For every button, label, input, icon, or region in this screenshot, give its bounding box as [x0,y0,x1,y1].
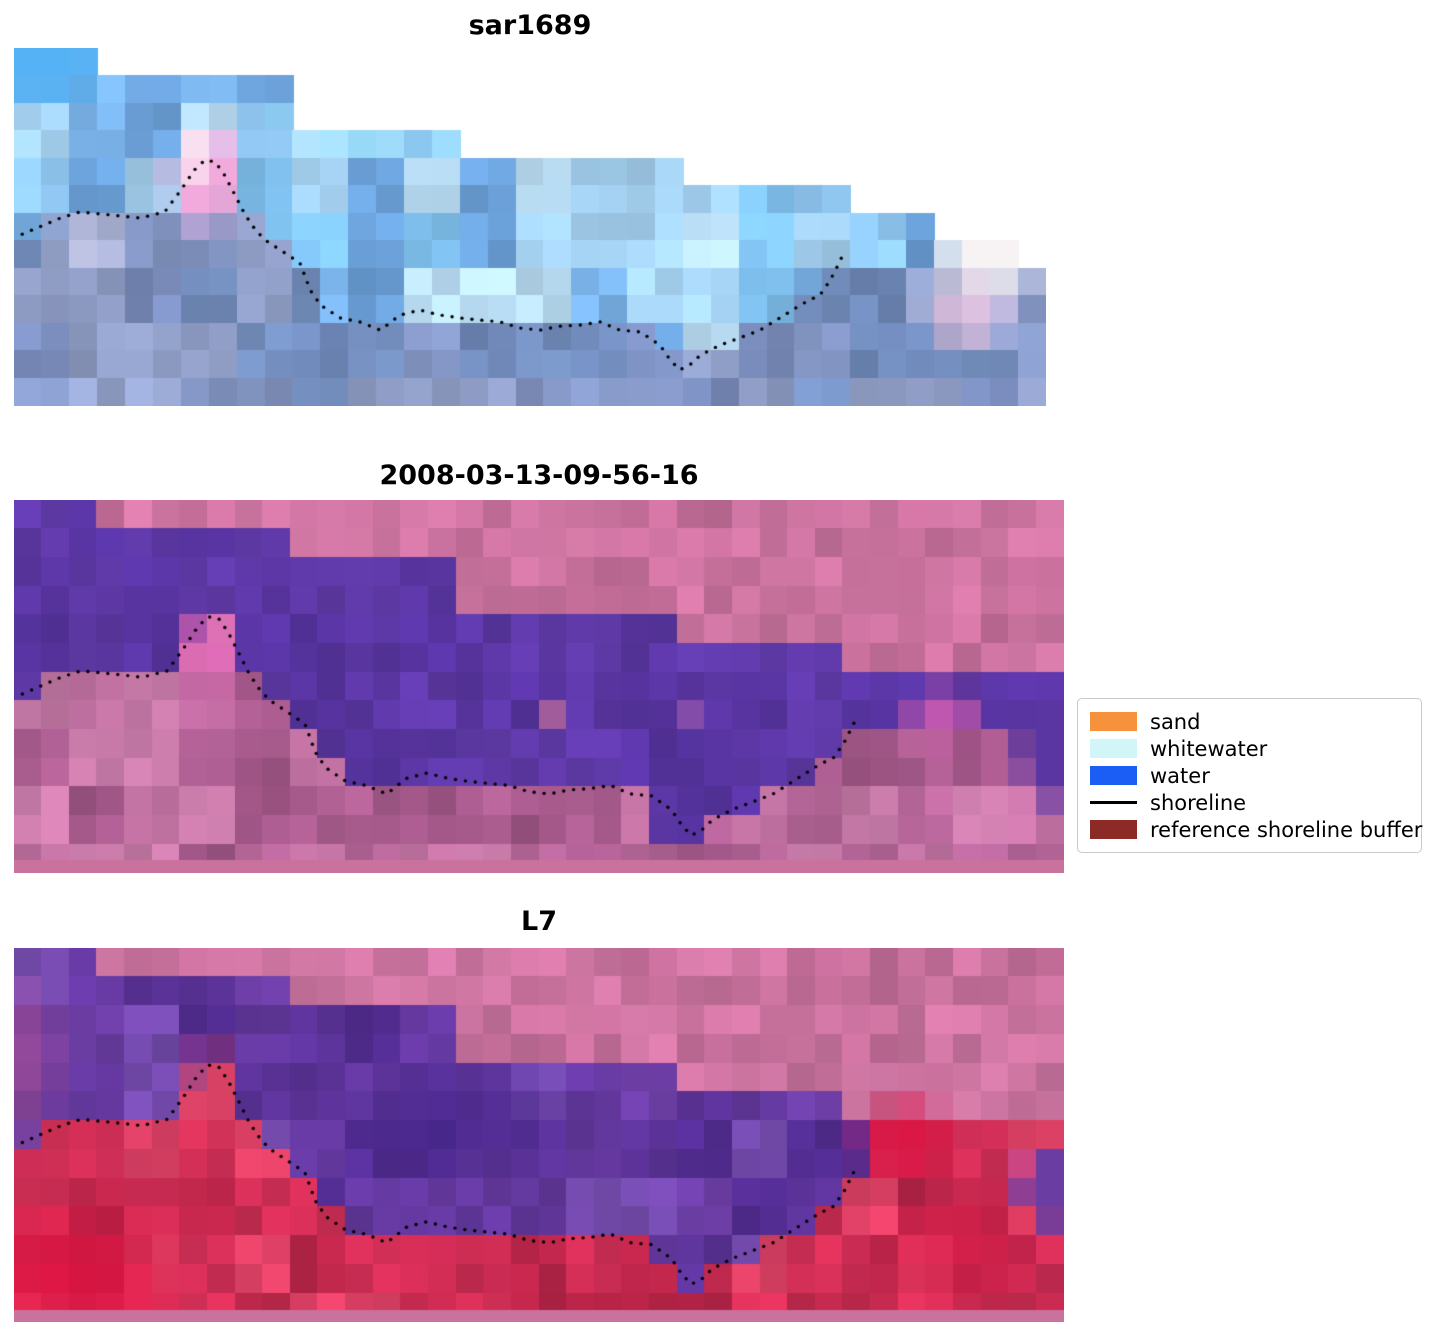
legend-label-shoreline: shoreline [1150,790,1247,815]
reference-shoreline-buffer-swatch-icon [1090,820,1137,839]
legend-item-whitewater: whitewater [1090,735,1409,762]
l7-image-panel [14,948,1064,1322]
whitewater-swatch-icon [1090,739,1137,758]
legend: sand whitewater water shoreline referenc… [1077,698,1422,853]
legend-item-sand: sand [1090,708,1409,735]
panel-title-l7: L7 [521,906,557,937]
legend-label-water: water [1150,763,1210,788]
legend-item-reference-shoreline-buffer: reference shoreline buffer [1090,816,1422,843]
legend-item-water: water [1090,762,1409,789]
sar-image-panel [14,48,1046,406]
legend-item-shoreline: shoreline [1090,789,1409,816]
sand-swatch-icon [1090,712,1137,731]
panel-title-sar: sar1689 [468,10,592,41]
legend-label-reference-shoreline-buffer: reference shoreline buffer [1150,817,1423,842]
legend-label-whitewater: whitewater [1150,736,1268,761]
classified-image-panel [14,500,1064,873]
water-swatch-icon [1090,766,1137,785]
panel-title-classified-date: 2008-03-13-09-56-16 [379,460,699,491]
legend-label-sand: sand [1150,709,1201,734]
shoreline-line-icon [1090,801,1137,804]
